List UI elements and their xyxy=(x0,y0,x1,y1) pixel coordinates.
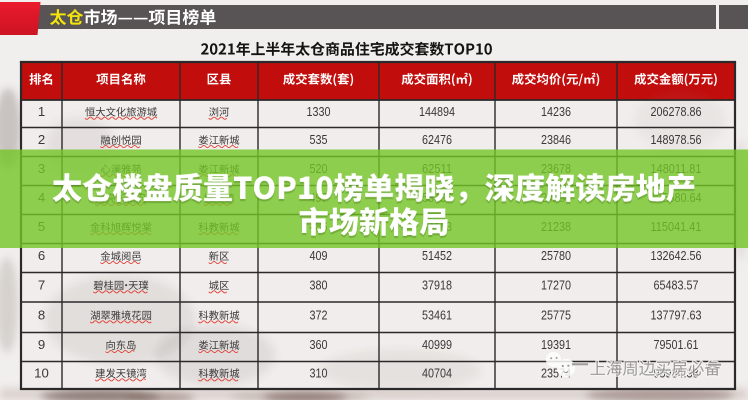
svg-text:7: 7 xyxy=(38,277,45,292)
svg-text:14236: 14236 xyxy=(541,104,571,119)
svg-text:1: 1 xyxy=(38,104,45,119)
svg-text:535: 535 xyxy=(310,132,328,147)
svg-text:25775: 25775 xyxy=(541,307,571,322)
svg-text:148978.56: 148978.56 xyxy=(651,132,702,147)
svg-text:132642.56: 132642.56 xyxy=(651,248,702,263)
svg-text:6: 6 xyxy=(38,248,45,263)
svg-text:25780: 25780 xyxy=(541,248,571,263)
svg-text:2: 2 xyxy=(38,132,45,147)
svg-text:40999: 40999 xyxy=(422,337,452,352)
svg-text:19391: 19391 xyxy=(541,337,571,352)
svg-text:8: 8 xyxy=(38,307,45,322)
svg-text:10: 10 xyxy=(34,365,49,380)
svg-text:23846: 23846 xyxy=(541,132,571,147)
svg-text:310: 310 xyxy=(310,365,328,380)
svg-text:360: 360 xyxy=(310,337,328,352)
svg-text:144894: 144894 xyxy=(419,104,455,119)
svg-text:206278.86: 206278.86 xyxy=(651,104,702,119)
svg-text:62476: 62476 xyxy=(422,132,452,147)
svg-text:137797.63: 137797.63 xyxy=(651,307,702,322)
svg-text:40704: 40704 xyxy=(422,365,452,380)
svg-text:53461: 53461 xyxy=(422,307,452,322)
svg-text:37918: 37918 xyxy=(422,277,452,292)
svg-text:9: 9 xyxy=(38,337,45,352)
svg-text:51452: 51452 xyxy=(422,248,452,263)
svg-text:65483.57: 65483.57 xyxy=(654,277,699,292)
svg-text:380: 380 xyxy=(310,277,328,292)
svg-text:79501.61: 79501.61 xyxy=(654,337,699,352)
svg-text:372: 372 xyxy=(310,307,328,322)
svg-text:1330: 1330 xyxy=(307,104,331,119)
svg-text:409: 409 xyxy=(310,248,328,263)
svg-text:17270: 17270 xyxy=(541,277,571,292)
